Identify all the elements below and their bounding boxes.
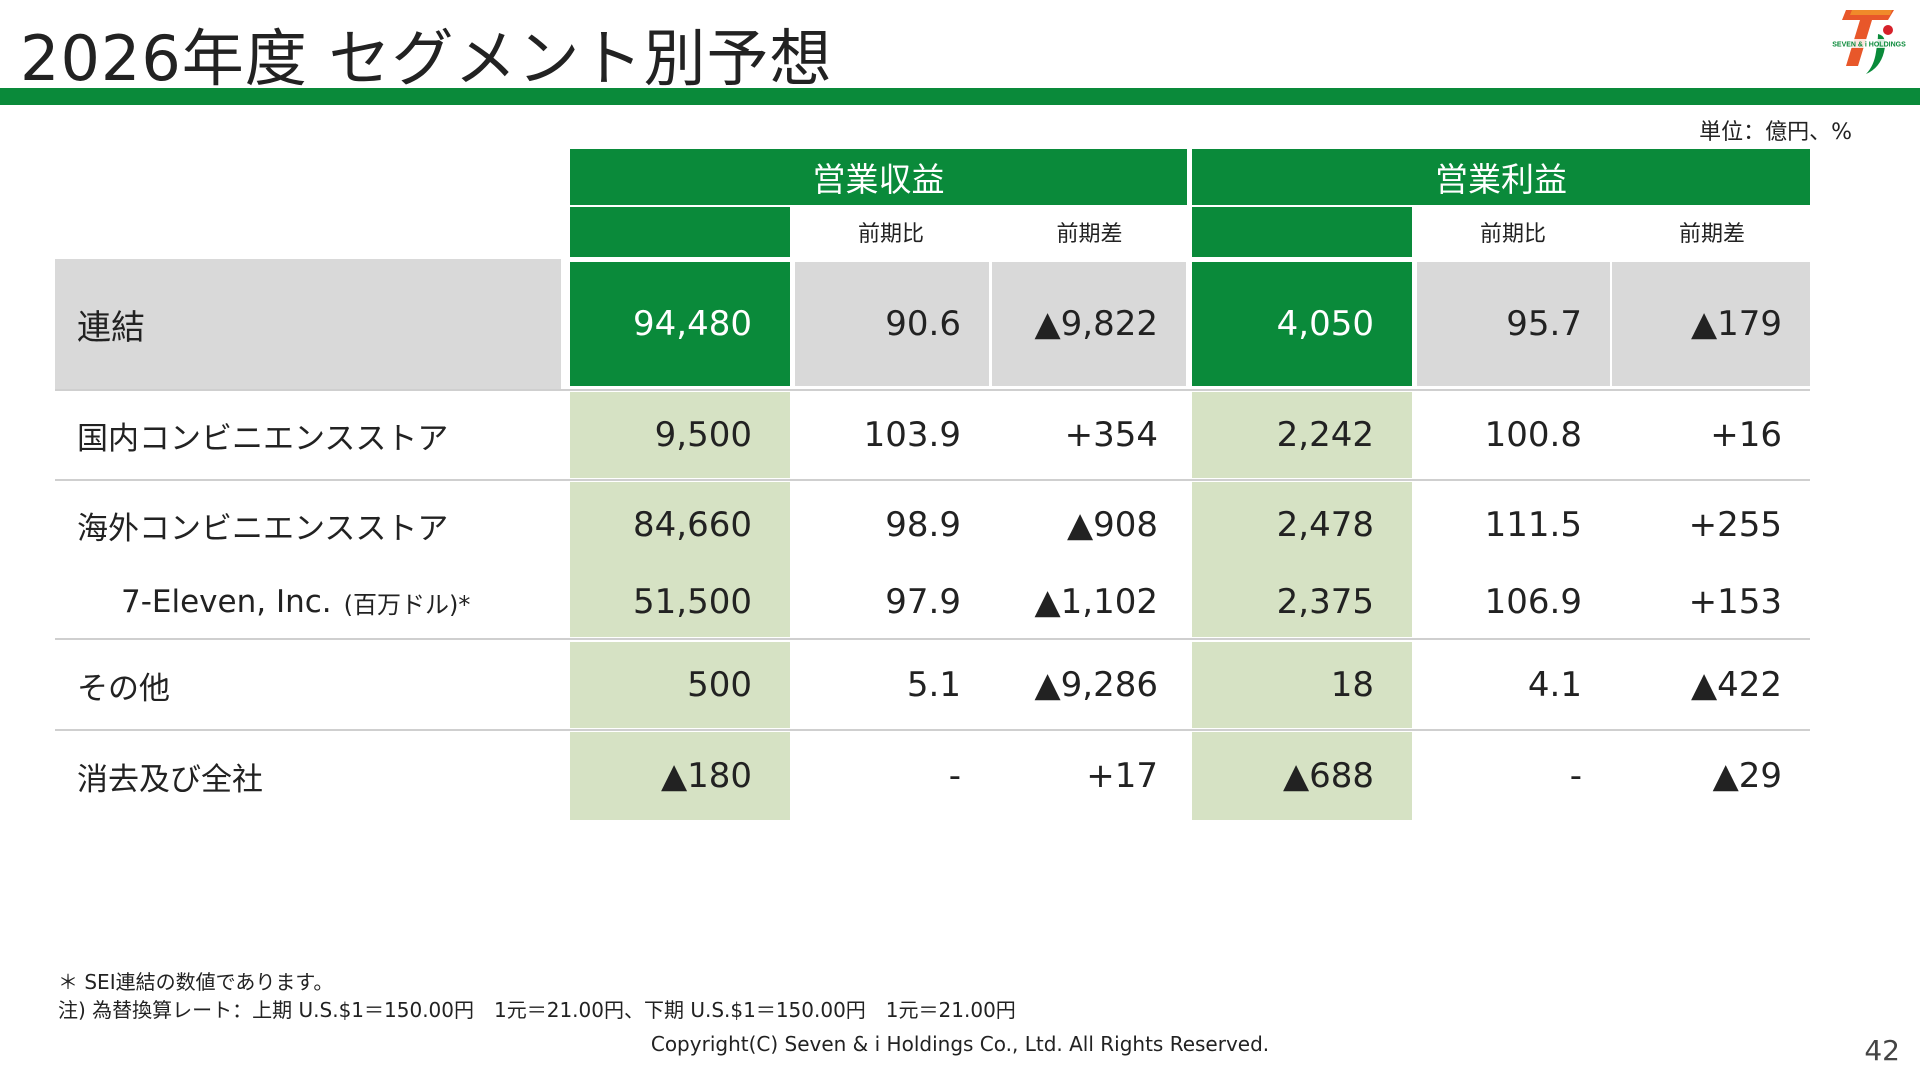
- page-number: 42: [1864, 1034, 1900, 1067]
- cell-revenue-ratio: -: [948, 756, 961, 796]
- cell-income: 2,478: [1276, 505, 1374, 545]
- subheader-income-ratio: 前期比: [1479, 222, 1546, 247]
- unit-label: 単位：億円、%: [1699, 120, 1852, 145]
- footnotes: ＊ SEI連結の数値であります。 注) 為替換算レート：上期 U.S.$1＝15…: [58, 968, 1016, 1024]
- cell-income-ratio: 4.1: [1527, 665, 1582, 705]
- subheader-revenue-diff: 前期差: [1056, 222, 1123, 247]
- row-label-7eleven-name: 7-Eleven, Inc.: [121, 584, 332, 620]
- cell-income-diff: ▲29: [1712, 756, 1782, 796]
- cell-income: 2,375: [1276, 582, 1374, 622]
- header-operating-income: 営業利益: [1192, 149, 1810, 205]
- cell-revenue-diff: ▲9,822: [992, 262, 1186, 386]
- row-label-domestic-cvs: 国内コンビニエンスストア: [77, 420, 449, 457]
- cell-revenue-ratio: 97.9: [885, 582, 961, 622]
- svg-text:SEVEN & i HOLDINGS: SEVEN & i HOLDINGS: [1832, 42, 1906, 49]
- row-label-overseas-cvs: 海外コンビニエンスストア: [77, 510, 449, 547]
- cell-income: 18: [1192, 642, 1412, 728]
- cell-revenue-ratio: 103.9: [863, 415, 961, 455]
- cell-revenue-diff: ▲908: [1066, 505, 1158, 545]
- row-label-consolidated: 連結: [55, 259, 561, 389]
- cell-income-ratio: -: [1569, 756, 1582, 796]
- page-title: 2026年度 セグメント別予想: [20, 22, 833, 95]
- cell-income-ratio: 106.9: [1484, 582, 1582, 622]
- cell-income-diff: +255: [1688, 505, 1782, 545]
- cell-income-ratio: 95.7: [1417, 262, 1610, 386]
- cell-revenue: 94,480: [570, 262, 790, 386]
- cell-revenue-diff: ▲9,286: [1034, 665, 1158, 705]
- cell-income-diff: ▲179: [1612, 262, 1810, 386]
- revenue-block-overseas: [570, 482, 790, 637]
- cell-revenue-ratio: 5.1: [906, 665, 961, 705]
- footnote-asterisk: ＊ SEI連結の数値であります。: [58, 970, 334, 994]
- subheader-revenue-value: [570, 207, 790, 257]
- cell-income: ▲688: [1192, 732, 1412, 820]
- cell-revenue-ratio: 90.6: [795, 262, 989, 386]
- cell-revenue-ratio: 98.9: [885, 505, 961, 545]
- row-divider: [55, 729, 1810, 731]
- row-label-7eleven-inc: 7-Eleven, Inc. (百万ドル)*: [55, 568, 561, 636]
- row-divider: [55, 479, 1810, 481]
- footnote-exchange-rate: 注) 為替換算レート：上期 U.S.$1＝150.00円 1元＝21.00円、下…: [58, 998, 1016, 1022]
- subheader-income-value: [1192, 207, 1412, 257]
- cell-income: 2,242: [1192, 392, 1412, 478]
- cell-revenue: 500: [570, 642, 790, 728]
- copyright: Copyright(C) Seven & i Holdings Co., Ltd…: [650, 1032, 1270, 1056]
- cell-revenue-diff: +17: [1086, 756, 1158, 796]
- subheader-revenue-ratio: 前期比: [857, 222, 924, 247]
- header-divider: [0, 88, 1920, 105]
- subheader-income-diff: 前期差: [1678, 222, 1745, 247]
- cell-revenue-diff: +354: [1064, 415, 1158, 455]
- cell-income-diff: +153: [1688, 582, 1782, 622]
- header-operating-revenue: 営業収益: [570, 149, 1187, 205]
- cell-income-ratio: 100.8: [1484, 415, 1582, 455]
- cell-revenue: 84,660: [633, 505, 752, 545]
- row-label-7eleven-suffix: (百万ドル)*: [343, 590, 471, 619]
- cell-revenue-diff: ▲1,102: [1034, 582, 1158, 622]
- cell-income-ratio: 111.5: [1484, 505, 1582, 545]
- row-label-eliminations: 消去及び全社: [77, 761, 263, 798]
- cell-income: 4,050: [1192, 262, 1412, 386]
- cell-income-diff: +16: [1710, 415, 1782, 455]
- cell-revenue: 9,500: [570, 392, 790, 478]
- cell-revenue: 51,500: [633, 582, 752, 622]
- row-divider: [55, 638, 1810, 640]
- cell-revenue: ▲180: [570, 732, 790, 820]
- seven-i-holdings-logo: SEVEN & i HOLDINGS: [1832, 10, 1906, 74]
- income-block-overseas: [1192, 482, 1412, 637]
- row-label-other: その他: [77, 670, 170, 707]
- cell-income-diff: ▲422: [1690, 665, 1782, 705]
- row-divider: [55, 389, 1810, 391]
